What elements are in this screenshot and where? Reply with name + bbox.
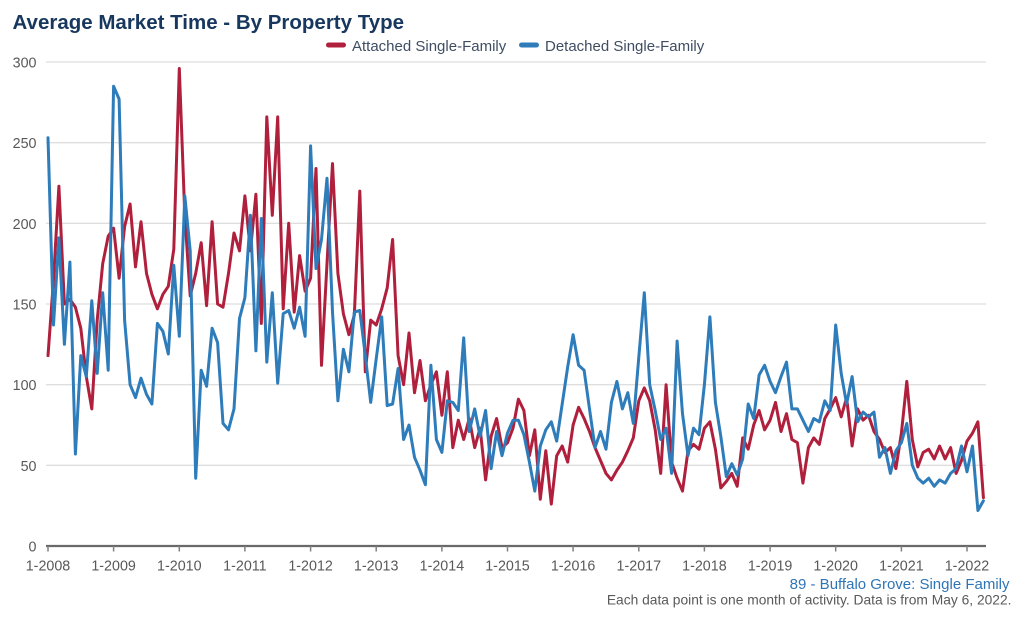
svg-text:1-2021: 1-2021 bbox=[879, 559, 924, 575]
svg-text:0: 0 bbox=[29, 540, 37, 556]
svg-text:1-2012: 1-2012 bbox=[288, 559, 333, 575]
svg-text:1-2010: 1-2010 bbox=[157, 559, 202, 575]
svg-text:Each data point is one month o: Each data point is one month of activity… bbox=[607, 593, 1012, 608]
svg-text:1-2013: 1-2013 bbox=[354, 559, 399, 575]
svg-text:150: 150 bbox=[13, 298, 37, 314]
svg-text:1-2009: 1-2009 bbox=[91, 559, 136, 575]
svg-text:Detached Single-Family: Detached Single-Family bbox=[545, 38, 705, 55]
svg-text:1-2018: 1-2018 bbox=[682, 559, 727, 575]
svg-text:1-2022: 1-2022 bbox=[945, 559, 990, 575]
svg-text:250: 250 bbox=[13, 136, 37, 152]
svg-text:89 - Buffalo Grove: Single Fam: 89 - Buffalo Grove: Single Family bbox=[790, 576, 1010, 593]
svg-text:Average Market Time - By Prope: Average Market Time - By Property Type bbox=[13, 11, 405, 34]
svg-text:1-2014: 1-2014 bbox=[420, 559, 465, 575]
svg-text:Attached Single-Family: Attached Single-Family bbox=[352, 38, 507, 55]
svg-text:200: 200 bbox=[13, 217, 37, 233]
svg-text:1-2015: 1-2015 bbox=[485, 559, 530, 575]
svg-text:1-2017: 1-2017 bbox=[617, 559, 662, 575]
svg-text:1-2020: 1-2020 bbox=[813, 559, 858, 575]
svg-text:1-2016: 1-2016 bbox=[551, 559, 596, 575]
svg-text:100: 100 bbox=[13, 378, 37, 394]
svg-text:1-2011: 1-2011 bbox=[223, 559, 267, 575]
svg-text:1-2008: 1-2008 bbox=[26, 559, 71, 575]
svg-text:50: 50 bbox=[21, 459, 37, 475]
svg-text:1-2019: 1-2019 bbox=[748, 559, 793, 575]
svg-text:300: 300 bbox=[13, 56, 37, 72]
